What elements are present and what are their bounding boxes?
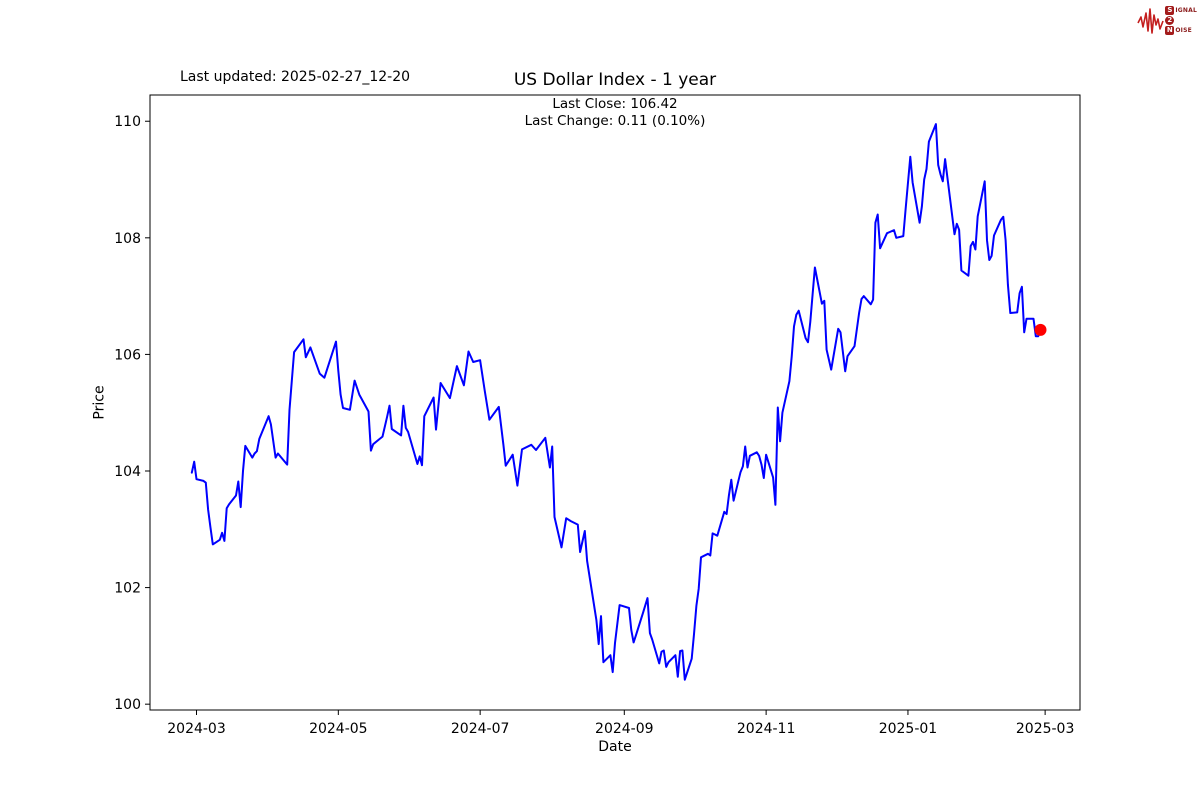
logo-text: S IGNAL 2 N OISE bbox=[1165, 5, 1197, 35]
y-axis-label: Price bbox=[91, 385, 108, 420]
signal2noise-logo: S IGNAL 2 N OISE bbox=[1137, 4, 1197, 36]
y-tick-label: 110 bbox=[114, 114, 141, 130]
x-tick-label: 2024-03 bbox=[167, 721, 226, 737]
logo-text-ignal: IGNAL bbox=[1175, 6, 1197, 14]
last-updated-note: Last updated: 2025-02-27_12-20 bbox=[180, 69, 411, 85]
x-tick-label: 2024-07 bbox=[451, 721, 510, 737]
y-tick-label: 100 bbox=[114, 697, 141, 713]
x-axis-label: Date bbox=[598, 739, 632, 755]
x-tick-label: 2024-11 bbox=[737, 721, 796, 737]
y-tick-label: 108 bbox=[114, 231, 141, 247]
y-tick-label: 102 bbox=[114, 581, 141, 597]
x-tick-label: 2025-03 bbox=[1016, 721, 1075, 737]
x-tick-label: 2024-09 bbox=[595, 721, 654, 737]
y-tick-label: 104 bbox=[114, 464, 141, 480]
x-tick-label: 2025-01 bbox=[879, 721, 938, 737]
price-line bbox=[190, 123, 1042, 681]
logo-badge-2: 2 bbox=[1165, 15, 1175, 25]
last-close-text: Last Close: 106.42 bbox=[552, 96, 678, 112]
last-change-text: Last Change: 0.11 (0.10%) bbox=[524, 113, 706, 129]
logo-row-signal: S IGNAL bbox=[1165, 5, 1197, 15]
logo-text-oise: OISE bbox=[1175, 26, 1192, 34]
logo-row-noise: N OISE bbox=[1165, 25, 1197, 35]
x-tick-label: 2024-05 bbox=[309, 721, 368, 737]
logo-badge-s: S bbox=[1165, 5, 1175, 15]
logo-row-2: 2 bbox=[1165, 15, 1197, 25]
y-tick-label: 106 bbox=[114, 347, 141, 363]
last-close-marker bbox=[1034, 323, 1047, 336]
chart-annotation: Last Close: 106.42 Last Change: 0.11 (0.… bbox=[150, 96, 1080, 130]
waveform-icon bbox=[1137, 8, 1165, 34]
chart-title: US Dollar Index - 1 year bbox=[513, 70, 717, 90]
logo-badge-n: N bbox=[1165, 25, 1175, 35]
plot-border bbox=[149, 94, 1081, 711]
